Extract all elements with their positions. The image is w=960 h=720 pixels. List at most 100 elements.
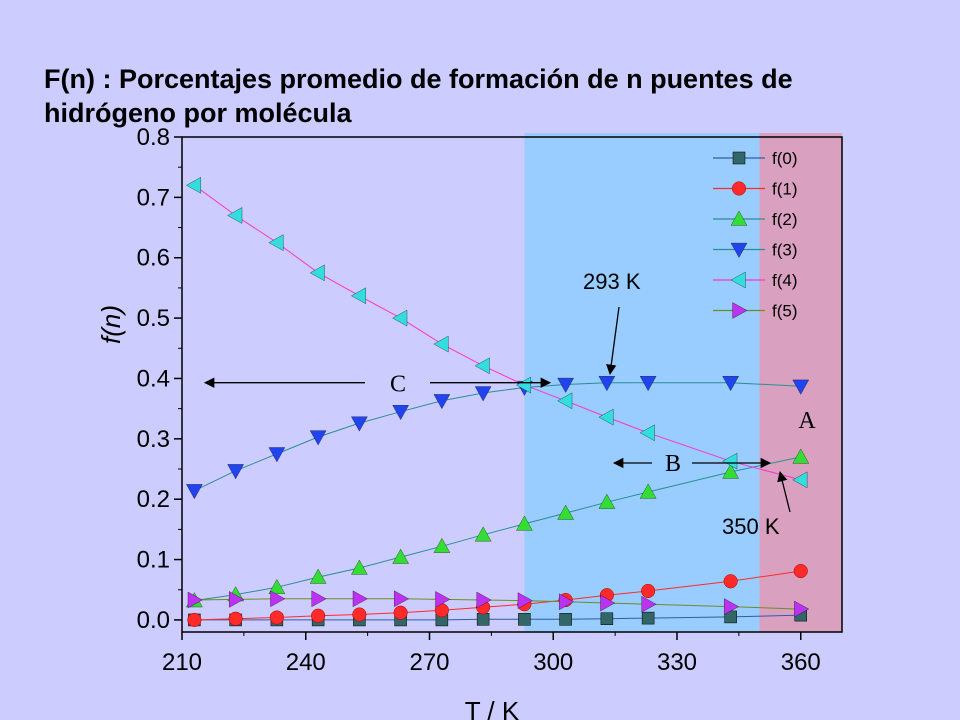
annotation-350k-arrow: [777, 470, 791, 513]
legend-item-f(4): f(4): [713, 271, 798, 290]
data-point: [268, 234, 284, 251]
legend-label: f(0): [772, 149, 798, 168]
legend-item-f(2): f(2): [713, 210, 798, 229]
data-point: [559, 593, 574, 611]
data-point: [433, 394, 451, 410]
data-point: [517, 592, 533, 609]
data-point: [351, 416, 368, 432]
data-point: [598, 493, 616, 509]
legend-label: f(3): [772, 241, 798, 260]
legend-item-f(5): f(5): [713, 302, 798, 321]
data-point: [393, 605, 408, 620]
legend-label: f(5): [772, 302, 798, 321]
annotation-293k-arrow: [606, 306, 620, 376]
data-point: [227, 464, 244, 480]
series-line: [194, 614, 801, 621]
series-line: [194, 184, 801, 481]
legend-marker: [730, 271, 746, 289]
y-tick-label: 0.6: [137, 245, 170, 272]
data-point: [394, 590, 409, 608]
region-label-c: C: [390, 372, 406, 398]
data-point: [270, 590, 286, 608]
x-tick-label: 270: [409, 649, 449, 676]
legend-item-f(3): f(3): [713, 241, 798, 260]
slide-title-line-2: hidrógeno por molécula: [44, 98, 352, 128]
data-point: [639, 424, 655, 442]
data-point: [474, 526, 492, 542]
data-point: [186, 177, 201, 194]
data-point: [722, 463, 739, 479]
y-axis-title: f(n): [96, 305, 126, 344]
legend-marker: [730, 210, 748, 226]
data-point: [641, 583, 656, 599]
data-point: [557, 504, 574, 520]
data-point: [793, 563, 808, 579]
data-point: [269, 610, 284, 625]
data-point: [794, 600, 810, 618]
data-point: [518, 613, 531, 626]
data-point: [435, 591, 451, 608]
y-tick-label: 0.5: [137, 305, 170, 332]
y-tick-label: 0.0: [137, 607, 170, 634]
data-point: [724, 598, 739, 615]
legend-item-f(1): f(1): [713, 180, 798, 199]
data-point: [516, 376, 531, 394]
legend-marker: [730, 242, 748, 258]
data-point: [187, 612, 202, 627]
y-tick-label: 0.1: [137, 547, 170, 574]
data-point: [187, 591, 203, 609]
annotation-293k: 293 K: [583, 269, 641, 294]
data-point: [792, 448, 810, 464]
data-point: [392, 309, 408, 327]
region-label-a: A: [798, 408, 816, 434]
data-point: [474, 386, 492, 402]
annotation-350k: 350 K: [722, 514, 780, 539]
data-point: [186, 484, 203, 500]
data-point: [229, 591, 244, 608]
data-point: [309, 430, 327, 446]
data-point: [639, 376, 657, 391]
x-tick-label: 300: [533, 649, 573, 676]
data-point: [311, 590, 327, 608]
data-point: [433, 335, 449, 353]
series-line: [194, 456, 801, 602]
data-point: [600, 594, 616, 612]
data-point: [559, 613, 572, 626]
data-point: [227, 207, 243, 224]
data-point: [598, 376, 616, 391]
data-point: [557, 392, 573, 410]
slide-title: F(n) : Porcentajes promedio de formación…: [44, 62, 924, 130]
data-point: [722, 376, 739, 391]
legend-marker: [731, 181, 747, 196]
y-tick-label: 0.4: [137, 365, 170, 392]
slide-title-line-1: F(n) : Porcentajes promedio de formación…: [44, 64, 793, 94]
data-point: [722, 452, 738, 470]
data-point: [600, 612, 614, 625]
legend-marker: [732, 151, 746, 165]
legend-label: f(1): [772, 180, 798, 199]
data-point: [352, 590, 368, 608]
data-point: [352, 607, 367, 622]
data-point: [268, 579, 286, 594]
legend-marker: [732, 302, 748, 319]
plot-frame: [181, 136, 843, 633]
legend-item-f(0): f(0): [713, 149, 798, 168]
data-point: [474, 357, 490, 375]
series-f(2): [186, 448, 810, 608]
data-point: [476, 591, 492, 609]
data-point: [557, 377, 574, 393]
data-point: [309, 568, 327, 584]
data-point: [351, 287, 366, 305]
legend-label: f(2): [772, 210, 798, 229]
data-point: [476, 613, 490, 626]
x-axis-title: T / K: [465, 696, 520, 720]
y-tick-label: 0.2: [137, 486, 170, 513]
data-point: [641, 611, 655, 625]
data-point: [639, 483, 657, 499]
x-tick-label: 240: [286, 649, 326, 676]
legend-label: f(4): [772, 271, 798, 290]
data-point: [598, 408, 614, 426]
region-label-b: B: [665, 451, 681, 477]
data-point: [311, 608, 326, 623]
